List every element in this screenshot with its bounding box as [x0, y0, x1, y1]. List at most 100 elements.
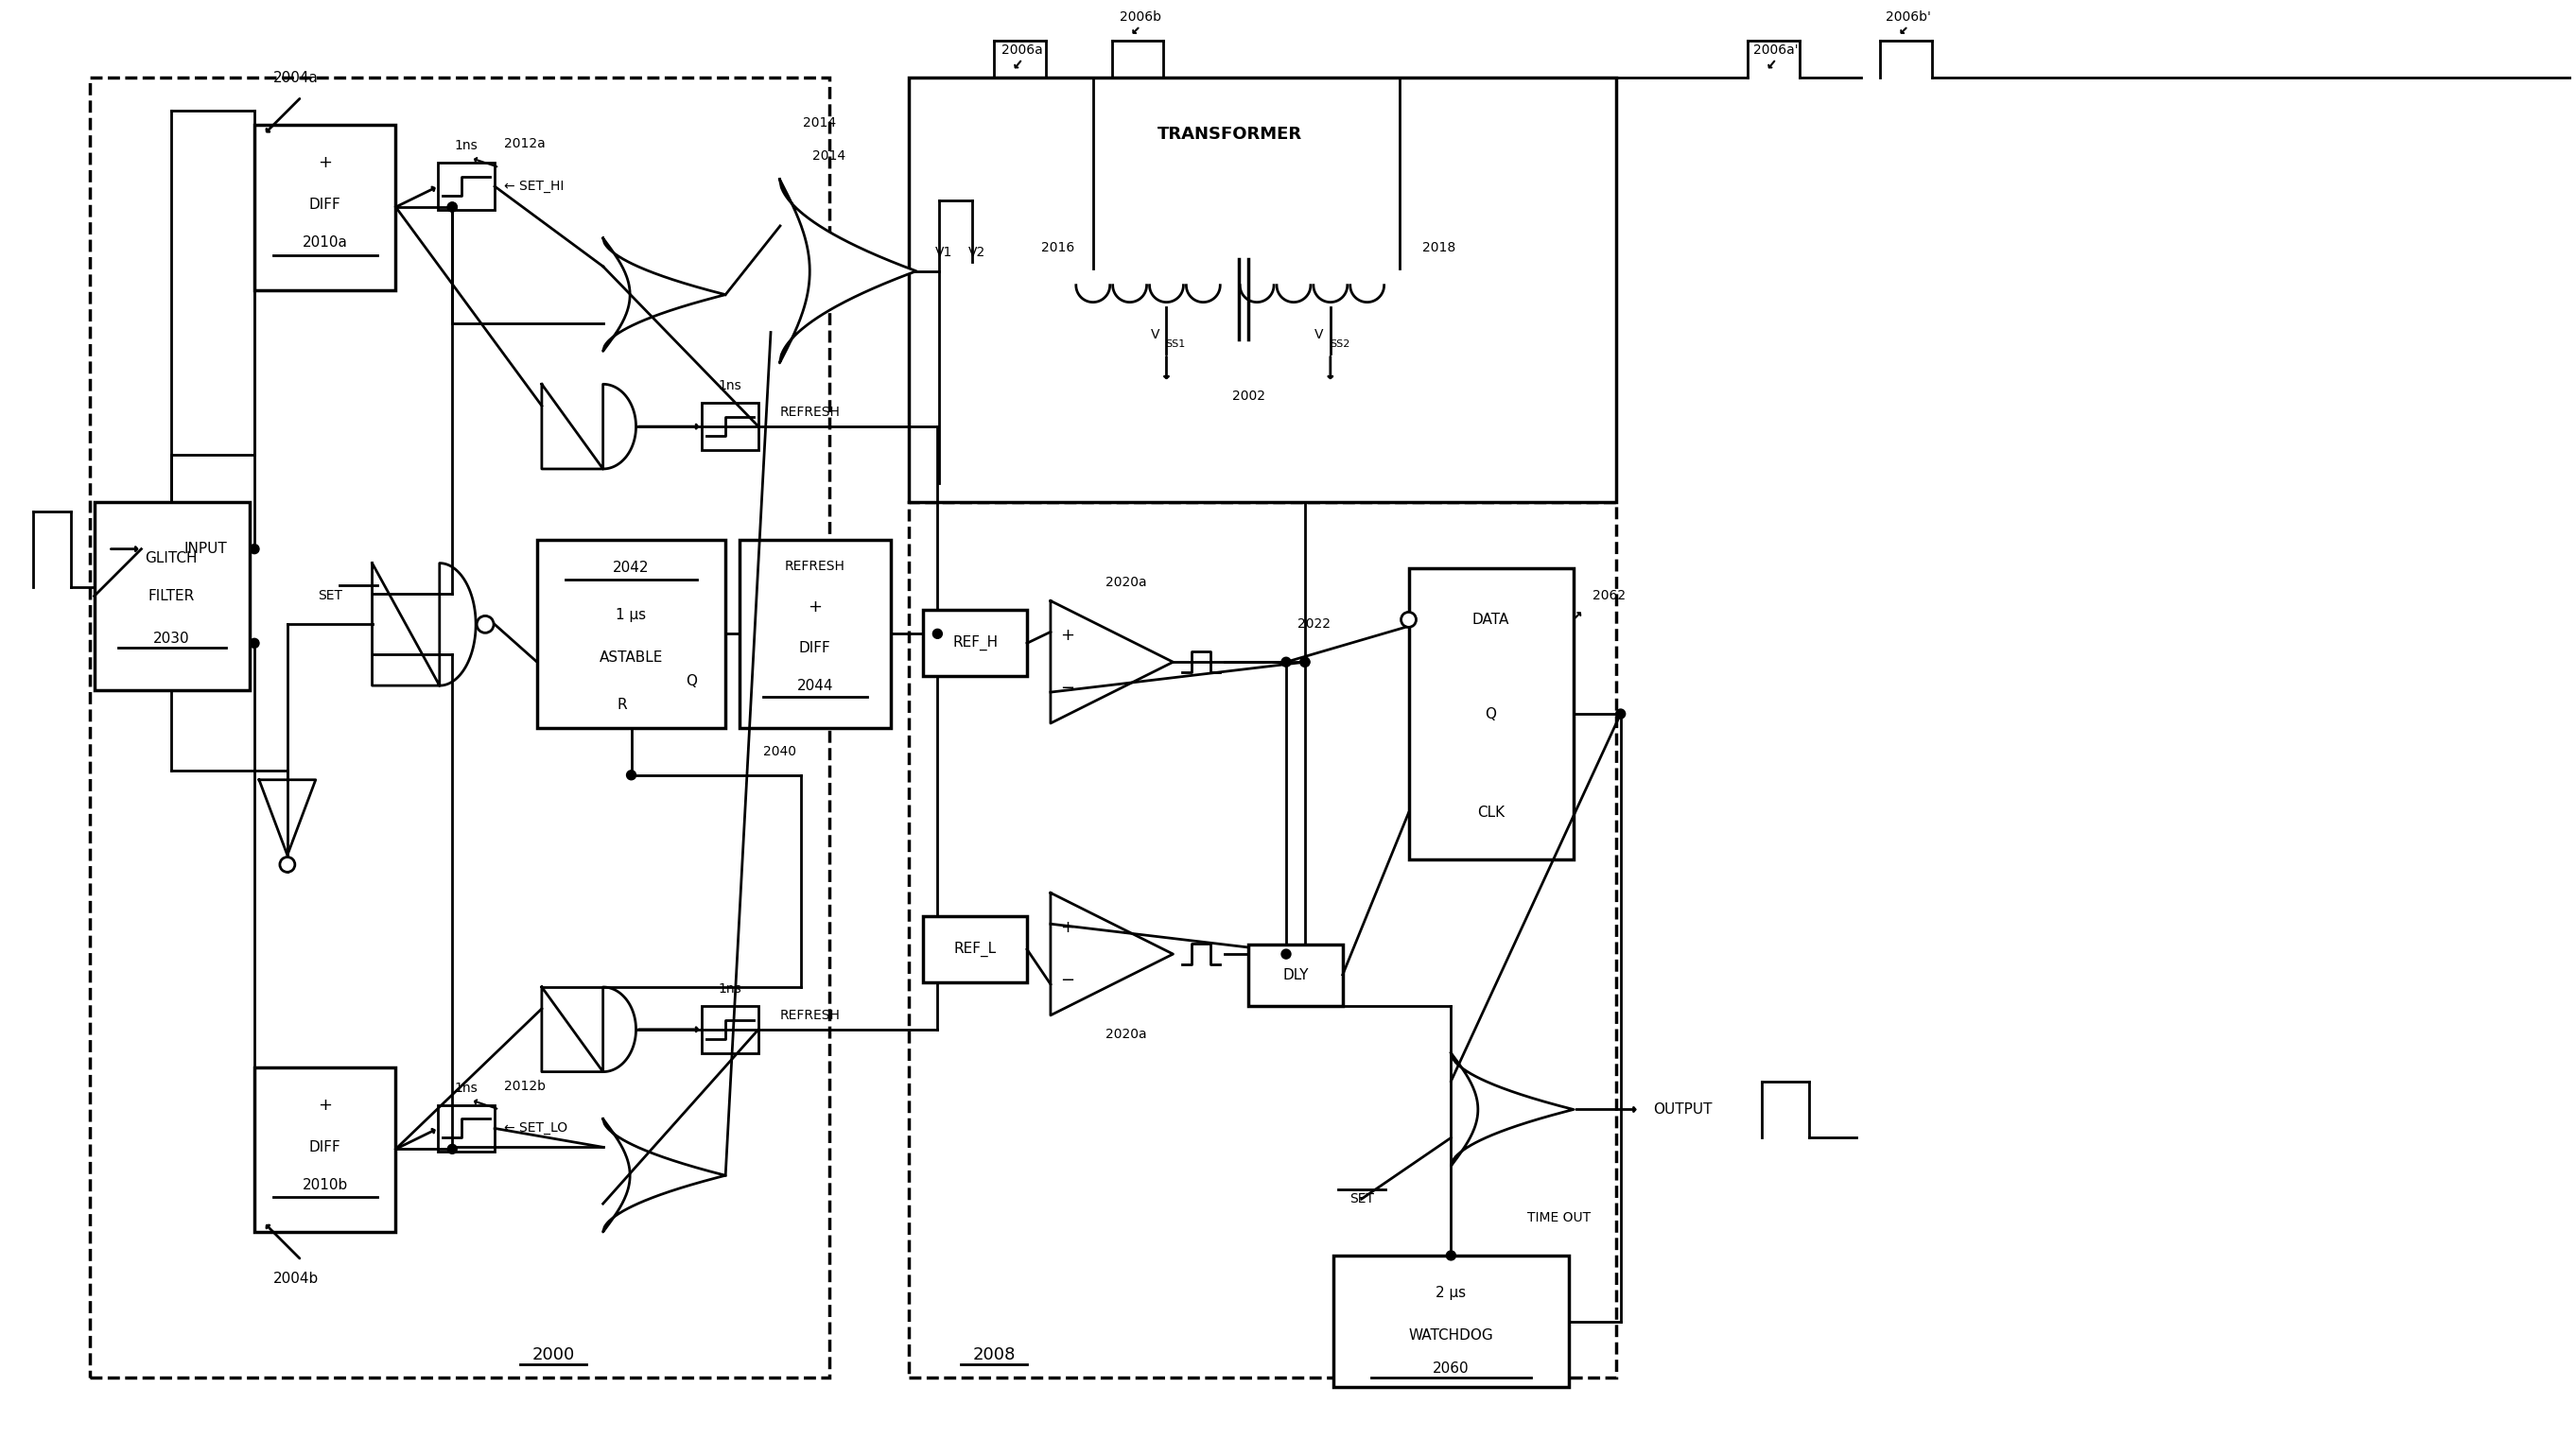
Circle shape	[1615, 709, 1625, 718]
Text: REFRESH: REFRESH	[781, 1009, 840, 1022]
Text: OUTPUT: OUTPUT	[1654, 1102, 1713, 1117]
Circle shape	[1301, 658, 1309, 666]
Text: V: V	[1314, 328, 1324, 342]
Bar	[438, 163, 495, 210]
Circle shape	[1280, 658, 1291, 666]
Text: INPUT: INPUT	[183, 543, 227, 555]
Text: 2012b: 2012b	[505, 1079, 546, 1092]
Text: V1: V1	[935, 246, 953, 259]
Polygon shape	[541, 987, 636, 1072]
Text: 2062: 2062	[1592, 590, 1625, 603]
Text: 2006b': 2006b'	[1886, 10, 1929, 23]
Text: −: −	[1061, 679, 1074, 696]
Text: REF_H: REF_H	[953, 636, 997, 650]
Text: 2010b: 2010b	[301, 1177, 348, 1191]
Text: 2004b: 2004b	[273, 1272, 319, 1286]
Circle shape	[250, 544, 260, 554]
Bar	[438, 1105, 495, 1151]
Text: 2020a: 2020a	[1105, 1027, 1146, 1040]
Polygon shape	[1450, 1053, 1574, 1166]
Circle shape	[1445, 1250, 1455, 1261]
Text: ← SET_LO: ← SET_LO	[505, 1122, 567, 1135]
Text: 2060: 2060	[1432, 1361, 1468, 1376]
Text: 2018: 2018	[1422, 240, 1455, 255]
Text: SS1: SS1	[1164, 340, 1185, 350]
Bar	[255, 125, 397, 289]
Bar	[739, 540, 891, 728]
Text: SS2: SS2	[1329, 340, 1350, 350]
Text: REFRESH: REFRESH	[786, 560, 845, 573]
Text: DLY: DLY	[1283, 967, 1309, 981]
Text: 1 μs: 1 μs	[616, 607, 647, 622]
Circle shape	[1280, 950, 1291, 958]
Bar	[255, 1068, 397, 1232]
Text: DATA: DATA	[1471, 613, 1510, 627]
Text: 2012a: 2012a	[505, 137, 546, 151]
Text: DIFF: DIFF	[309, 199, 340, 212]
Bar	[922, 917, 1028, 983]
Polygon shape	[1051, 602, 1172, 724]
Text: SET: SET	[317, 590, 343, 603]
Bar	[1409, 568, 1574, 861]
Text: CLK: CLK	[1476, 806, 1504, 820]
Text: WATCHDOG: WATCHDOG	[1409, 1328, 1494, 1343]
Bar	[909, 502, 1615, 1379]
Text: +: +	[1061, 920, 1074, 937]
Text: SET: SET	[1350, 1193, 1373, 1206]
Text: 2000: 2000	[531, 1345, 574, 1363]
Circle shape	[448, 203, 456, 212]
Polygon shape	[1051, 892, 1172, 1016]
Bar	[90, 78, 829, 1379]
Text: 1ns: 1ns	[456, 1081, 479, 1095]
Text: 2044: 2044	[796, 679, 832, 692]
Bar	[536, 540, 726, 728]
Text: +: +	[1061, 627, 1074, 645]
Polygon shape	[603, 237, 726, 351]
Text: 1ns: 1ns	[456, 140, 479, 153]
Text: 2006a: 2006a	[1002, 43, 1043, 56]
Circle shape	[1301, 658, 1309, 666]
Text: Q: Q	[685, 673, 698, 688]
Bar	[701, 403, 757, 450]
Bar	[909, 78, 1615, 502]
Bar	[701, 1006, 757, 1053]
Polygon shape	[541, 384, 636, 469]
Text: R: R	[616, 698, 626, 711]
Text: 2014: 2014	[811, 150, 845, 163]
Polygon shape	[781, 180, 917, 363]
Text: 2004a: 2004a	[273, 71, 319, 85]
Text: 2014: 2014	[804, 117, 837, 130]
Text: 1ns: 1ns	[719, 380, 742, 393]
Text: 2022: 2022	[1298, 617, 1332, 630]
Circle shape	[1401, 612, 1417, 627]
Polygon shape	[260, 780, 317, 855]
Text: GLITCH: GLITCH	[144, 551, 198, 566]
Circle shape	[933, 629, 943, 639]
Text: 2002: 2002	[1231, 390, 1265, 403]
Polygon shape	[603, 1120, 726, 1232]
Text: ← SET_HI: ← SET_HI	[505, 180, 564, 193]
Circle shape	[448, 1144, 456, 1154]
Bar	[1334, 1255, 1569, 1387]
Text: 2020a: 2020a	[1105, 576, 1146, 589]
Text: TRANSFORMER: TRANSFORMER	[1157, 127, 1301, 142]
Text: +: +	[317, 154, 332, 171]
Text: +: +	[809, 599, 822, 616]
Text: +: +	[317, 1097, 332, 1114]
Circle shape	[477, 616, 495, 633]
Text: V2: V2	[969, 246, 987, 259]
Text: 2016: 2016	[1041, 240, 1074, 255]
Circle shape	[281, 858, 294, 872]
Text: 2 μs: 2 μs	[1435, 1286, 1466, 1301]
Text: 2040: 2040	[762, 745, 796, 758]
Text: FILTER: FILTER	[149, 589, 196, 603]
Circle shape	[448, 203, 456, 212]
Text: 2006b: 2006b	[1118, 10, 1162, 23]
Circle shape	[250, 639, 260, 648]
Bar	[95, 502, 250, 691]
Text: 2030: 2030	[152, 632, 191, 646]
Text: 2006a': 2006a'	[1754, 43, 1798, 56]
Text: −: −	[1061, 971, 1074, 989]
Bar	[1249, 944, 1342, 1006]
Text: REF_L: REF_L	[953, 941, 997, 957]
